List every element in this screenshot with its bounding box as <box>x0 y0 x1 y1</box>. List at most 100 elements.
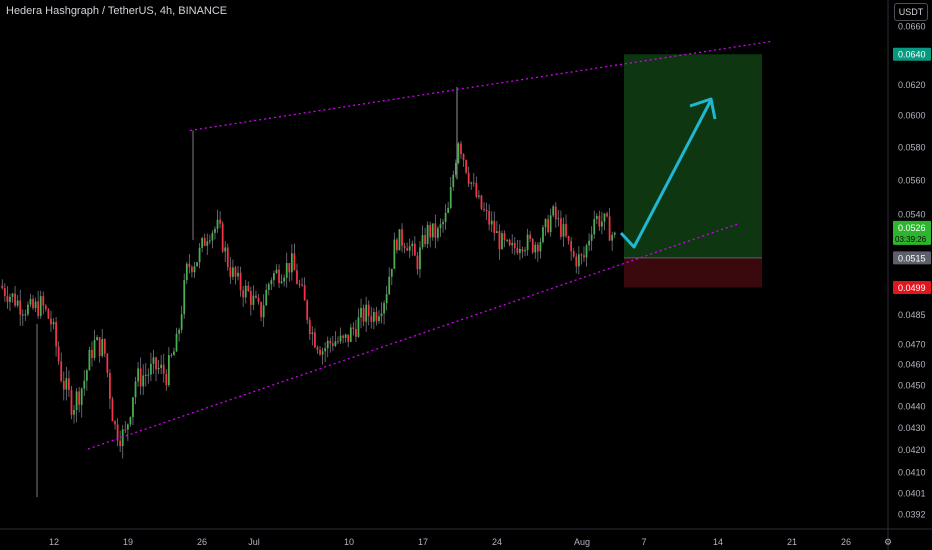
candle[interactable] <box>457 143 460 163</box>
candle[interactable] <box>301 284 303 286</box>
candle[interactable] <box>360 307 362 318</box>
candle[interactable] <box>1 285 4 289</box>
candle[interactable] <box>191 267 193 273</box>
candle[interactable] <box>531 238 534 253</box>
candle[interactable] <box>406 248 409 251</box>
candle[interactable] <box>239 272 242 291</box>
candle[interactable] <box>52 322 55 325</box>
candle[interactable] <box>316 347 319 350</box>
candle[interactable] <box>590 234 593 241</box>
candle[interactable] <box>203 237 206 246</box>
candle[interactable] <box>144 374 147 376</box>
candle[interactable] <box>252 295 255 305</box>
candle[interactable] <box>519 248 521 253</box>
candle[interactable] <box>139 368 142 387</box>
candle[interactable] <box>534 244 537 253</box>
unit-button[interactable]: USDT <box>894 3 928 21</box>
candle[interactable] <box>416 255 419 270</box>
candle[interactable] <box>490 220 493 225</box>
candle[interactable] <box>344 334 347 338</box>
projection-arrow[interactable] <box>619 99 713 249</box>
candle[interactable] <box>62 380 65 390</box>
candle[interactable] <box>255 295 257 298</box>
candle[interactable] <box>262 305 265 318</box>
candle[interactable] <box>6 296 9 303</box>
candle[interactable] <box>390 268 393 277</box>
candle[interactable] <box>98 337 101 357</box>
candle[interactable] <box>526 234 529 251</box>
candle[interactable] <box>437 228 439 238</box>
candle[interactable] <box>460 143 462 155</box>
candle[interactable] <box>9 296 11 303</box>
candle[interactable] <box>150 363 152 375</box>
candle[interactable] <box>434 223 437 238</box>
candle[interactable] <box>462 154 465 161</box>
candle[interactable] <box>129 417 132 425</box>
candle[interactable] <box>608 216 611 241</box>
candle[interactable] <box>508 239 511 246</box>
candle[interactable] <box>424 234 426 245</box>
candle[interactable] <box>365 304 368 322</box>
candle[interactable] <box>562 224 565 237</box>
candle[interactable] <box>237 272 239 277</box>
candle[interactable] <box>501 233 503 250</box>
candle[interactable] <box>498 231 501 250</box>
candle[interactable] <box>398 229 401 251</box>
candle[interactable] <box>557 218 560 220</box>
candle[interactable] <box>126 424 129 430</box>
candle[interactable] <box>362 307 365 322</box>
candle[interactable] <box>513 242 516 248</box>
candle[interactable] <box>314 332 316 348</box>
candle[interactable] <box>429 224 432 238</box>
candle[interactable] <box>321 351 324 355</box>
candle[interactable] <box>539 242 542 252</box>
candle[interactable] <box>162 364 165 374</box>
candle[interactable] <box>247 285 250 292</box>
candle[interactable] <box>426 224 429 245</box>
candle[interactable] <box>106 353 109 373</box>
candle[interactable] <box>103 339 106 354</box>
candle[interactable] <box>249 291 252 305</box>
candle[interactable] <box>137 368 139 382</box>
candle[interactable] <box>21 314 24 316</box>
candle[interactable] <box>73 409 75 415</box>
candle[interactable] <box>319 349 321 355</box>
candle[interactable] <box>544 219 547 228</box>
candle[interactable] <box>408 246 411 251</box>
candle[interactable] <box>452 174 455 188</box>
candle[interactable] <box>485 209 488 212</box>
candle[interactable] <box>173 351 175 356</box>
candle[interactable] <box>37 301 40 317</box>
candle[interactable] <box>165 373 168 386</box>
candle[interactable] <box>355 329 357 337</box>
candle[interactable] <box>198 247 201 263</box>
candle[interactable] <box>421 234 424 248</box>
candle[interactable] <box>606 213 608 217</box>
candle[interactable] <box>396 239 398 251</box>
candle[interactable] <box>229 267 232 277</box>
candle[interactable] <box>32 298 34 309</box>
candle[interactable] <box>3 288 6 297</box>
candle[interactable] <box>270 280 273 285</box>
channel-lower-line[interactable] <box>87 223 739 450</box>
candle[interactable] <box>444 212 447 223</box>
candle[interactable] <box>326 340 329 349</box>
candle[interactable] <box>188 263 191 268</box>
candle[interactable] <box>224 247 227 252</box>
candle[interactable] <box>293 253 296 271</box>
candle[interactable] <box>388 276 391 295</box>
candle[interactable] <box>216 219 219 229</box>
candle[interactable] <box>401 229 403 246</box>
candle[interactable] <box>470 182 473 184</box>
candle[interactable] <box>454 162 457 175</box>
candle[interactable] <box>116 424 119 441</box>
candle[interactable] <box>552 206 555 216</box>
candle[interactable] <box>290 253 293 273</box>
candle[interactable] <box>78 391 81 405</box>
candle[interactable] <box>383 303 385 314</box>
candle[interactable] <box>411 243 414 247</box>
candle[interactable] <box>157 367 160 370</box>
candle[interactable] <box>370 316 373 322</box>
candle[interactable] <box>570 240 573 252</box>
candle[interactable] <box>357 317 360 337</box>
